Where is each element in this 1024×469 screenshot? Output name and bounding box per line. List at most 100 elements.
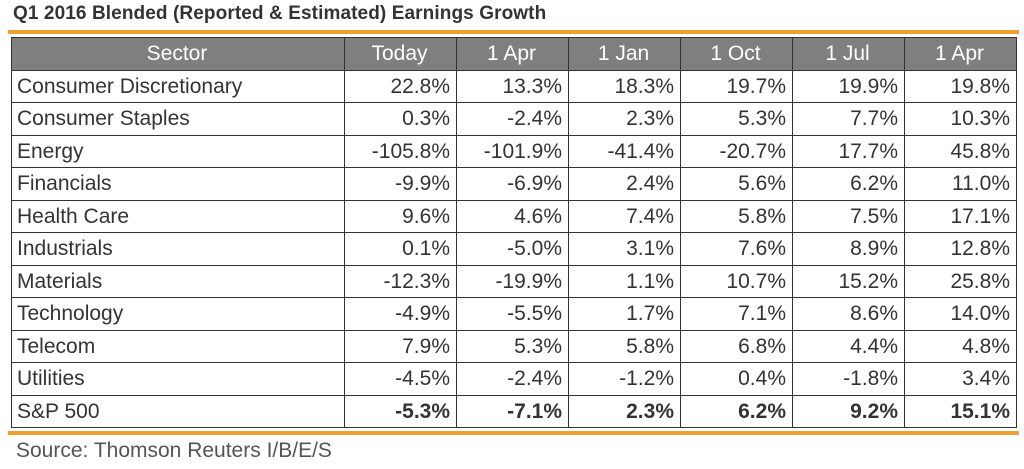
value-cell: 15.2%: [792, 264, 905, 298]
table-row: Telecom 7.9% 5.3% 5.8% 6.8% 4.4% 4.8%: [11, 329, 1017, 363]
table-row: Technology -4.9% -5.5% 1.7% 7.1% 8.6% 14.0%: [11, 297, 1017, 331]
value-cell: 12.8%: [904, 232, 1017, 266]
table-row: Utilities -4.5% -2.4% -1.2% 0.4% -1.8% 3.4%: [11, 362, 1017, 396]
value-cell: 2.4%: [568, 167, 681, 201]
table-row: Financials -9.9% -6.9% 2.4% 5.6% 6.2% 11.0%: [11, 167, 1017, 201]
value-cell: 5.3%: [456, 329, 569, 363]
table-row-total: S&P 500 -5.3% -7.1% 2.3% 6.2% 9.2% 15.1%: [11, 394, 1017, 428]
sector-cell: Technology: [11, 297, 345, 331]
value-cell: 18.3%: [568, 69, 681, 103]
sector-cell: Telecom: [11, 329, 345, 363]
value-cell: -4.5%: [344, 362, 457, 396]
value-cell: 10.3%: [904, 102, 1017, 136]
value-cell: 2.3%: [568, 394, 681, 428]
value-cell: 3.4%: [904, 362, 1017, 396]
value-cell: -2.4%: [456, 102, 569, 136]
value-cell: 0.3%: [344, 102, 457, 136]
sector-cell: Materials: [11, 264, 345, 298]
top-accent-rule: [8, 30, 1019, 34]
header-row: Sector Today 1 Apr 1 Jan 1 Oct 1 Jul 1 A…: [11, 37, 1017, 71]
value-cell: 3.1%: [568, 232, 681, 266]
value-cell: -41.4%: [568, 134, 681, 168]
value-cell: -5.0%: [456, 232, 569, 266]
sector-cell: Utilities: [11, 362, 345, 396]
earnings-growth-table: Sector Today 1 Apr 1 Jan 1 Oct 1 Jul 1 A…: [11, 37, 1017, 428]
value-cell: 0.1%: [344, 232, 457, 266]
sector-cell: Energy: [11, 134, 345, 168]
value-cell: 1.1%: [568, 264, 681, 298]
value-cell: 45.8%: [904, 134, 1017, 168]
column-header-today: Today: [344, 37, 457, 71]
table-row: Consumer Discretionary 22.8% 13.3% 18.3% 19.…: [11, 69, 1017, 103]
value-cell: -4.9%: [344, 297, 457, 331]
column-header-1-oct: 1 Oct: [680, 37, 793, 71]
value-cell: 4.4%: [792, 329, 905, 363]
value-cell: 8.9%: [792, 232, 905, 266]
value-cell: 7.1%: [680, 297, 793, 331]
value-cell: 5.8%: [680, 199, 793, 233]
source-note: Source: Thomson Reuters I/B/E/S: [16, 439, 332, 462]
value-cell: -1.8%: [792, 362, 905, 396]
value-cell: 13.3%: [456, 69, 569, 103]
value-cell: -12.3%: [344, 264, 457, 298]
value-cell: 7.5%: [792, 199, 905, 233]
value-cell: -6.9%: [456, 167, 569, 201]
value-cell: 5.8%: [568, 329, 681, 363]
value-cell: -20.7%: [680, 134, 793, 168]
value-cell: 22.8%: [344, 69, 457, 103]
value-cell: 17.1%: [904, 199, 1017, 233]
sector-cell: Industrials: [11, 232, 345, 266]
column-header-sector: Sector: [11, 37, 345, 71]
bottom-accent-rule: [8, 431, 1019, 435]
table-row: Materials -12.3% -19.9% 1.1% 10.7% 15.2% 25.8%: [11, 264, 1017, 298]
value-cell: -5.5%: [456, 297, 569, 331]
value-cell: -9.9%: [344, 167, 457, 201]
sector-cell: Financials: [11, 167, 345, 201]
table-row: Industrials 0.1% -5.0% 3.1% 7.6% 8.9% 12.8%: [11, 232, 1017, 266]
value-cell: -101.9%: [456, 134, 569, 168]
value-cell: 11.0%: [904, 167, 1017, 201]
column-header-1-apr-current: 1 Apr: [456, 37, 569, 71]
sector-cell: Consumer Staples: [11, 102, 345, 136]
value-cell: 19.7%: [680, 69, 793, 103]
table-row: Health Care 9.6% 4.6% 7.4% 5.8% 7.5% 17.1%: [11, 199, 1017, 233]
sector-cell: Health Care: [11, 199, 345, 233]
value-cell: 6.8%: [680, 329, 793, 363]
value-cell: 2.3%: [568, 102, 681, 136]
value-cell: 8.6%: [792, 297, 905, 331]
value-cell: 6.2%: [680, 394, 793, 428]
value-cell: 15.1%: [904, 394, 1017, 428]
value-cell: 7.6%: [680, 232, 793, 266]
table-row: Energy -105.8% -101.9% -41.4% -20.7% 17.7% 45.…: [11, 134, 1017, 168]
value-cell: 9.6%: [344, 199, 457, 233]
value-cell: -2.4%: [456, 362, 569, 396]
value-cell: 9.2%: [792, 394, 905, 428]
value-cell: 7.9%: [344, 329, 457, 363]
value-cell: 19.8%: [904, 69, 1017, 103]
value-cell: 10.7%: [680, 264, 793, 298]
value-cell: 7.7%: [792, 102, 905, 136]
value-cell: -1.2%: [568, 362, 681, 396]
value-cell: 0.4%: [680, 362, 793, 396]
column-header-1-apr-prior: 1 Apr: [904, 37, 1017, 71]
value-cell: 4.6%: [456, 199, 569, 233]
value-cell: -105.8%: [344, 134, 457, 168]
page-title: Q1 2016 Blended (Reported & Estimated) E…: [13, 3, 547, 24]
value-cell: -5.3%: [344, 394, 457, 428]
value-cell: 25.8%: [904, 264, 1017, 298]
table-row: Consumer Staples 0.3% -2.4% 2.3% 5.3% 7.7% 10.…: [11, 102, 1017, 136]
value-cell: -7.1%: [456, 394, 569, 428]
value-cell: 7.4%: [568, 199, 681, 233]
value-cell: 5.6%: [680, 167, 793, 201]
value-cell: 14.0%: [904, 297, 1017, 331]
value-cell: 1.7%: [568, 297, 681, 331]
sector-cell: Consumer Discretionary: [11, 69, 345, 103]
sector-cell: S&P 500: [11, 394, 345, 428]
value-cell: 4.8%: [904, 329, 1017, 363]
value-cell: 17.7%: [792, 134, 905, 168]
value-cell: -19.9%: [456, 264, 569, 298]
value-cell: 5.3%: [680, 102, 793, 136]
value-cell: 19.9%: [792, 69, 905, 103]
column-header-1-jan: 1 Jan: [568, 37, 681, 71]
value-cell: 6.2%: [792, 167, 905, 201]
